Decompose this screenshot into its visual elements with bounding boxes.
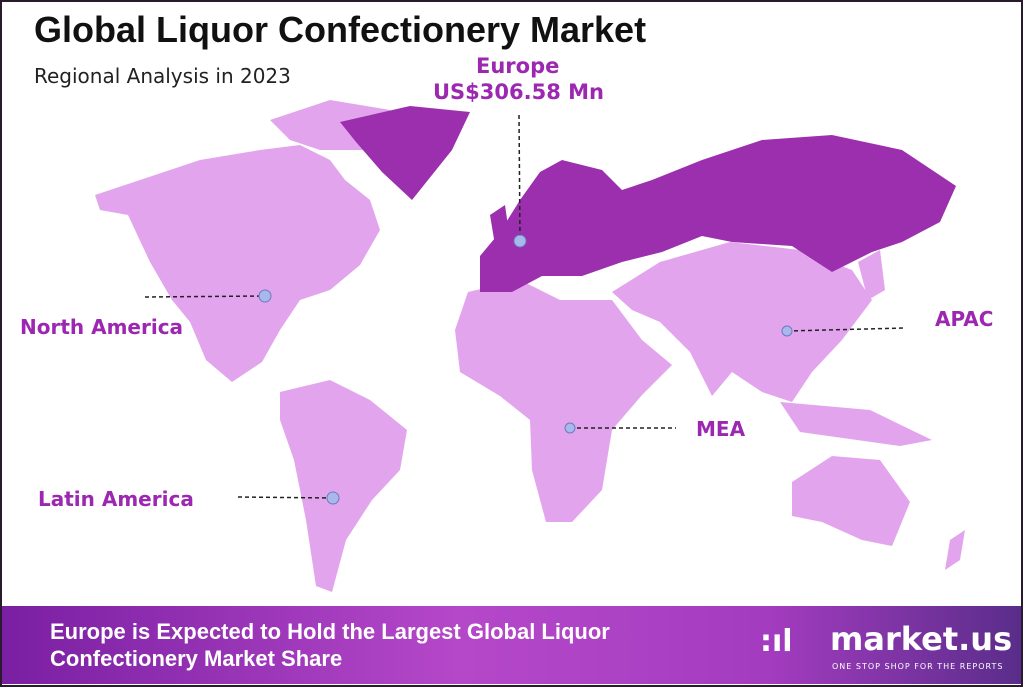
region-uk: [490, 205, 510, 245]
label-north-america: North America: [20, 315, 184, 339]
logo-tagline: ONE STOP SHOP FOR THE REPORTS: [832, 662, 1004, 671]
label-europe-value: US$306.58 Mn: [433, 80, 604, 104]
label-apac: APAC: [935, 307, 994, 331]
page-title: Global Liquor Confectionery Market: [34, 9, 647, 50]
leader-north-america: [144, 295, 266, 298]
region-new-zealand: [945, 530, 965, 570]
leader-latin-america: [237, 496, 334, 499]
footer-banner: Europe is Expected to Hold the Largest G…: [2, 606, 1021, 684]
region-apac-japan: [858, 250, 885, 300]
region-latin-america: [280, 380, 407, 592]
region-australia: [792, 456, 910, 546]
region-greenland: [340, 106, 470, 200]
marker-latin-america: [326, 491, 340, 505]
market-us-logo: :ıl market.us ONE STOP SHOP FOR THE REPO…: [760, 620, 1013, 678]
leader-europe: [518, 114, 521, 242]
leader-apac: [786, 327, 906, 332]
region-mea-africa: [455, 280, 672, 522]
region-apac: [612, 242, 872, 402]
logo-mark-icon: :ıl: [760, 624, 793, 659]
label-mea: MEA: [696, 417, 746, 441]
marker-apac: [781, 325, 793, 337]
page-subtitle: Regional Analysis in 2023: [34, 64, 291, 88]
marker-north-america: [258, 289, 272, 303]
region-apac-islands: [780, 402, 932, 446]
marker-mea: [564, 422, 576, 434]
label-latin-america: Latin America: [38, 487, 194, 511]
region-north-america: [95, 145, 380, 382]
logo-name: market.us: [830, 620, 1013, 658]
region-europe: [480, 135, 956, 292]
footer-headline: Europe is Expected to Hold the Largest G…: [50, 619, 610, 671]
label-europe: Europe: [476, 54, 560, 78]
marker-europe: [513, 234, 527, 248]
